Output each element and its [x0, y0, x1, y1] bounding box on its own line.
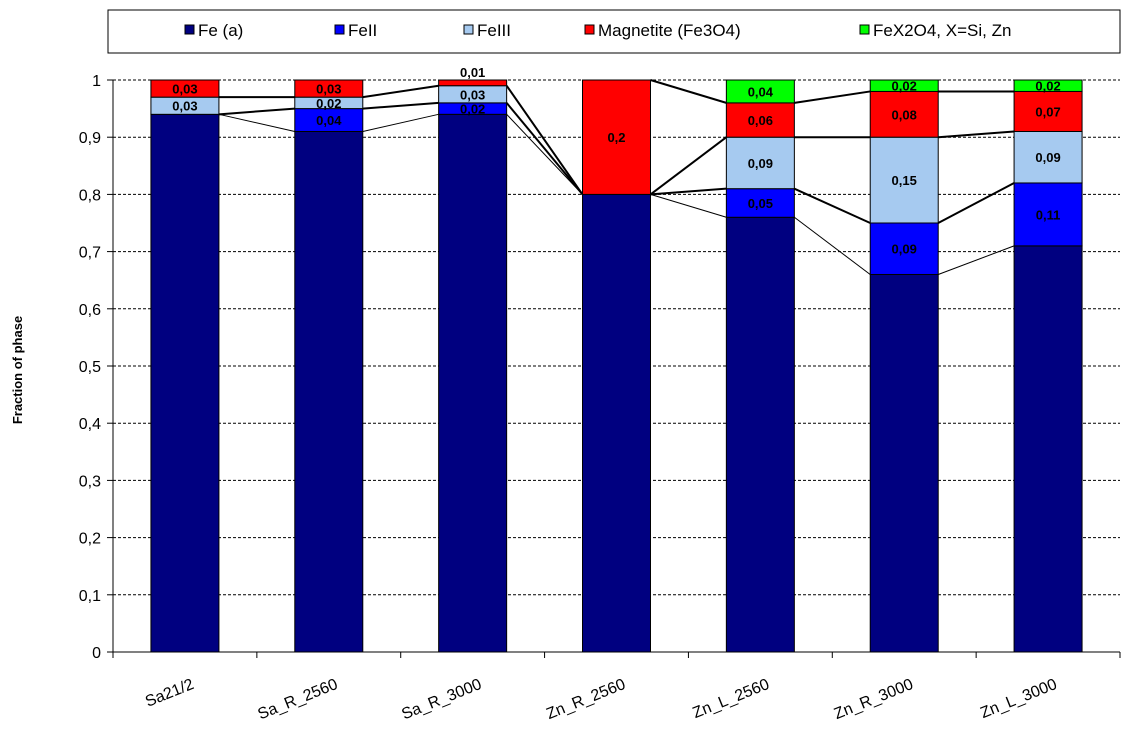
- legend-label: FeII: [348, 21, 377, 40]
- y-tick-label: 0,9: [79, 130, 101, 147]
- data-label: 0,09: [748, 156, 773, 171]
- series-connector: [506, 113, 583, 195]
- data-label: 0,02: [460, 102, 485, 117]
- data-label: 0,09: [892, 242, 917, 257]
- data-label: 0,15: [892, 173, 917, 188]
- y-tick-label: 0,1: [79, 588, 101, 605]
- legend-swatch: [334, 24, 345, 35]
- data-label: 0,04: [316, 113, 342, 128]
- bar-segment: [725, 79, 795, 104]
- data-label: 0,02: [892, 79, 917, 94]
- data-label: 0,08: [892, 107, 917, 122]
- data-label: 0,04: [748, 84, 774, 99]
- y-tick-label: 0: [92, 645, 101, 662]
- data-label: 0,05: [748, 196, 773, 211]
- legend-label: Fe (a): [198, 21, 243, 40]
- data-label: 0,03: [460, 87, 485, 102]
- bar-segment: [438, 79, 508, 87]
- x-tick-label: Zn_R_2560: [544, 676, 628, 723]
- bar-segment: [294, 79, 364, 98]
- legend-swatch: [184, 24, 195, 35]
- bar-segment: [582, 79, 651, 195]
- bar-segment: [438, 113, 508, 653]
- x-tick-label: Sa_R_3000: [399, 676, 484, 723]
- series-connector: [938, 130, 1015, 139]
- series-connector: [650, 79, 727, 104]
- y-tick-label: 1: [92, 73, 101, 90]
- data-label: 0,02: [316, 96, 341, 111]
- series-connector: [650, 193, 727, 218]
- bar-segment: [294, 130, 364, 653]
- legend: Fe (a) FeII FeIII Magnetite (Fe3O4) FeX2O4, …: [107, 9, 1121, 54]
- bar-segment: [1013, 245, 1083, 653]
- legend-swatch: [859, 24, 870, 35]
- bar-segment: [725, 216, 795, 653]
- legend-label: FeX2O4, X=Si, Zn: [873, 21, 1011, 40]
- data-label: 0,03: [316, 82, 341, 97]
- bar-segment: [869, 79, 939, 92]
- y-tick-label: 0,3: [79, 473, 101, 490]
- bar-segment: [150, 113, 220, 653]
- series-connector: [362, 84, 439, 99]
- series-connector: [505, 102, 584, 196]
- series-connector: [650, 187, 727, 196]
- bar-segment: [725, 102, 795, 138]
- y-axis-title: Fraction of phase: [10, 316, 25, 424]
- x-tick-label: Zn_R_3000: [832, 676, 916, 723]
- series-connector: [218, 113, 295, 132]
- x-tick-label: Zn_L_3000: [978, 676, 1060, 722]
- data-labels: 0,030,030,040,020,030,020,030,010,20,050…: [172, 65, 1060, 257]
- series-connector: [218, 107, 295, 116]
- y-tick-label: 0,6: [79, 302, 101, 319]
- connector-lines: [218, 79, 1015, 275]
- grid: [113, 79, 1120, 596]
- data-label: 0,09: [1035, 150, 1060, 165]
- series-connector: [649, 136, 727, 196]
- bar-segment: [1013, 130, 1083, 184]
- series-connector: [938, 245, 1015, 275]
- y-tick-label: 0,7: [79, 245, 101, 262]
- bar-segment: [869, 273, 939, 653]
- bar-segment: [869, 90, 939, 138]
- data-label: 0,06: [748, 113, 773, 128]
- data-label: 0,01: [460, 65, 485, 80]
- data-label: 0,07: [1035, 104, 1060, 119]
- series-connector: [794, 90, 871, 104]
- data-label: 0,11: [1036, 207, 1061, 222]
- bar-segment: [725, 188, 795, 218]
- series-connector: [793, 187, 871, 224]
- series-connector: [362, 101, 439, 110]
- y-tick-label: 0,4: [79, 416, 101, 433]
- data-label: 0,02: [1035, 79, 1060, 94]
- series-connector: [937, 182, 1015, 224]
- legend-label: Magnetite (Fe3O4): [598, 21, 741, 40]
- data-label: 0,03: [172, 99, 197, 114]
- legend-swatch: [584, 24, 595, 35]
- bar-segment: [1013, 79, 1083, 92]
- legend-box: [107, 9, 1121, 54]
- x-tick-label: Sa21/2: [143, 676, 196, 711]
- y-tick-label: 0,8: [79, 187, 101, 204]
- bar-segment: [150, 79, 220, 98]
- legend-label: FeIII: [477, 21, 511, 40]
- series-connector: [505, 85, 584, 195]
- bar-segment: [582, 193, 651, 653]
- series-connector: [794, 216, 871, 275]
- legend-swatch: [463, 24, 474, 35]
- y-tick-label: 0,2: [79, 531, 101, 548]
- y-tick-label: 0,5: [79, 359, 101, 376]
- data-label: 0,2: [607, 130, 625, 145]
- x-tick-label: Sa_R_2560: [256, 676, 341, 723]
- data-label: 0,03: [172, 82, 197, 97]
- x-tick-label: Zn_L_2560: [690, 676, 772, 722]
- bars: [150, 79, 1083, 653]
- series-connector: [362, 113, 439, 132]
